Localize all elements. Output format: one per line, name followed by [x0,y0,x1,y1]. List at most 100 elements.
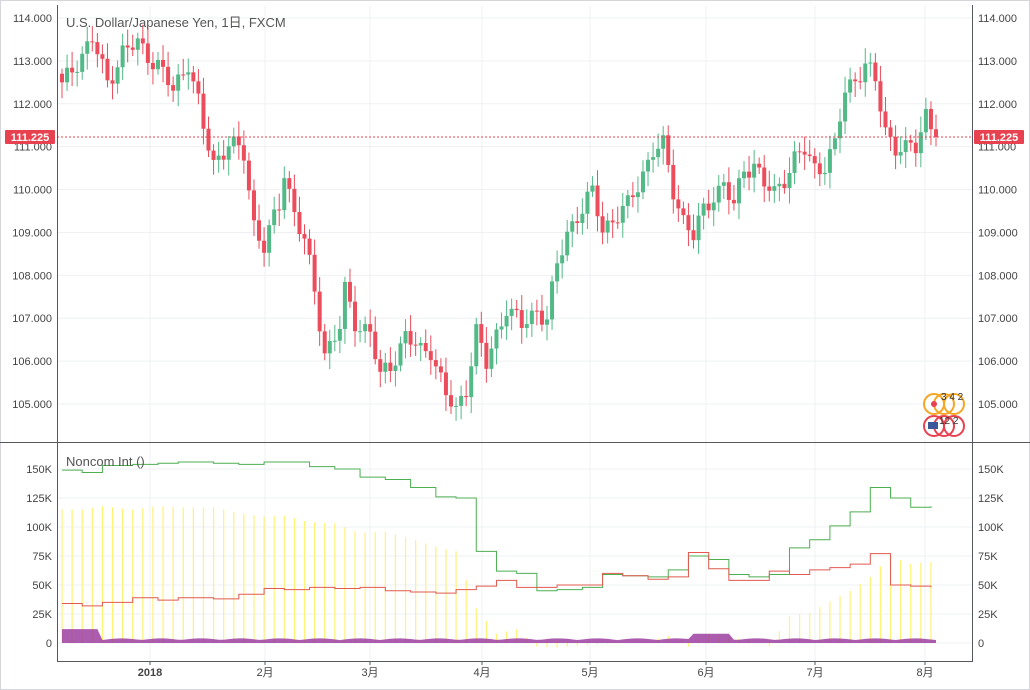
candle-body [236,136,241,146]
candle-body [923,108,928,133]
candle-body [474,324,479,367]
candle-body [70,67,75,73]
price-tick-label-left: 113.000 [13,56,52,68]
candle-body [378,359,383,372]
candle-body [934,129,938,138]
candle-body [332,340,337,342]
candle-body [534,310,539,312]
candle-body [742,171,747,179]
candle-body [918,132,923,154]
price-tick-label-right: 108.000 [978,270,1018,282]
candle-body [716,185,721,203]
candle-body [888,127,893,137]
indicator-tick-label-left: 50K [32,580,52,592]
candle-body [418,342,423,346]
candle-body [135,38,140,50]
candle-body [277,209,282,211]
candle-body [494,329,499,349]
candle-body [489,348,494,369]
candle-body [241,145,246,161]
candle-body [342,281,347,329]
candle-body [595,185,600,217]
candle-body [646,159,651,172]
price-tick-label-left: 107.000 [12,313,52,325]
long-positions-line [62,461,932,592]
price-tick-label-right: 114.000 [978,13,1017,25]
candle-body [691,230,696,241]
candle-body [878,81,883,112]
candle-body [681,208,686,216]
candle-body [95,42,100,55]
candle-body [635,192,640,198]
candle-body [661,135,666,149]
price-tick-label-left: 110.000 [13,185,52,197]
candle-body [80,53,85,72]
candle-body [479,324,484,343]
candle-body [383,362,388,372]
candle-body [373,331,378,360]
price-tick-label-right: 107.000 [978,313,1018,325]
economic-event-badge[interactable]: 12 2 [923,415,965,437]
candle-body [908,140,913,143]
candle-body [459,395,464,406]
candle-body [802,151,807,155]
candle-body [90,41,95,43]
candle-body [272,209,277,226]
candle-body [873,62,878,82]
candle-body [838,121,843,139]
us-flag-icon [928,422,938,429]
candle-body [509,308,514,316]
candle-body [317,291,322,332]
indicator-tick-label-right: 25K [978,609,998,621]
price-axis-ticks: 114.000 114.000 113.000 113.000 112.000 112.0… [12,13,1018,411]
indicator-panel[interactable] [57,443,972,661]
candle-body [565,231,570,256]
candle-body [817,163,822,175]
candle-body [484,342,489,369]
candle-body [640,171,645,193]
time-tick-label: 2月 [256,667,273,679]
price-tick-label-right: 106.000 [978,356,1018,368]
candle-body [807,154,812,157]
price-tick-label-right: 109.000 [978,227,1018,239]
candle-body [883,111,888,128]
candle-body [898,152,903,156]
candle-body [110,80,115,84]
event-badges[interactable]: 3 4 2 12 2 [923,392,965,437]
candle-body [206,128,211,151]
net-position-bars [61,506,932,648]
candle-body [171,85,176,91]
candle-body [666,135,671,165]
price-tick-label-right: 110.000 [978,185,1017,197]
candle-body [267,225,272,253]
candlestick-series [60,24,938,421]
candle-body [449,395,454,407]
price-panel[interactable] [57,5,972,442]
candle-body [307,238,312,255]
candle-body [398,343,403,366]
price-grid [57,5,972,661]
candle-body [777,183,782,187]
earnings-badge[interactable]: 3 4 2 [923,392,965,415]
indicator-tick-label-left: 25K [32,609,52,621]
time-tick-label: 8月 [916,667,933,679]
candle-body [428,351,433,361]
position-lines [62,461,932,607]
candle-body [403,331,408,344]
candle-body [105,58,110,81]
candle-body [292,188,297,213]
candle-body [615,222,620,224]
candle-body [539,310,544,325]
price-panel-title: U.S. Dollar/Japanese Yen, 1日, FXCM [66,15,286,30]
candle-body [529,310,534,325]
candle-body [651,157,656,160]
candle-body [701,203,706,216]
candle-body [570,221,575,232]
price-tick-label-left: 109.000 [12,227,52,239]
candle-body [155,59,160,70]
candle-body [130,47,135,50]
candle-body [630,195,635,198]
candle-body [903,140,908,153]
candle-body [408,331,413,345]
